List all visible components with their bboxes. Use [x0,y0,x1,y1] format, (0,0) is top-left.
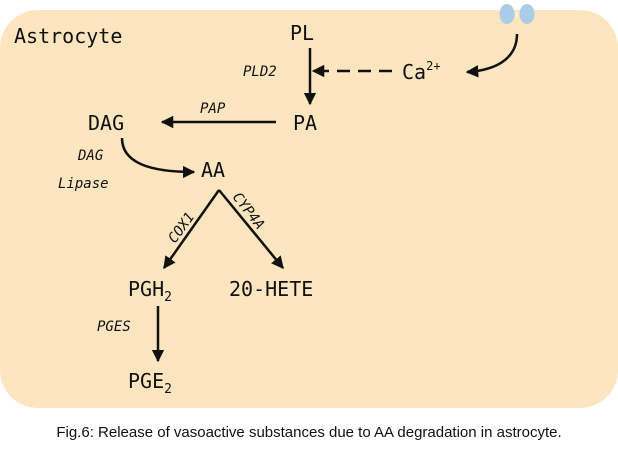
arrow-channel-to-ca [465,33,519,78]
node-dag: DAG [88,111,124,135]
node-pl: PL [290,21,314,45]
figure-caption: Fig.6: Release of vasoactive substances … [56,424,562,441]
ca-base: Ca [402,60,426,84]
enzyme-dag-lipase-line2: Lipase [58,176,109,192]
enzyme-pges: PGES [97,319,131,335]
pgh2-subscript: 2 [164,290,172,305]
enzyme-dag-lipase-line1: DAG [77,148,104,164]
ca-superscript: 2+ [426,59,440,73]
arrow-dag-to-aa [120,137,196,179]
calcium-channel-icon [499,4,535,24]
pgh2-base: PGH [128,277,164,301]
enzyme-pld2: PLD2 [243,64,277,80]
node-pge2: PGE2 [128,369,172,397]
astrocyte-cell [0,10,618,408]
node-pgh2: PGH2 [128,277,172,305]
arrow-aa-to-pgh2 [162,189,221,270]
pge2-subscript: 2 [164,382,172,397]
enzyme-pap: PAP [200,101,226,117]
pge2-base: PGE [128,369,164,393]
astrocyte-label: Astrocyte [14,24,122,48]
node-20-hete: 20-HETE [229,277,313,301]
node-ca: Ca2+ [402,59,441,84]
node-pa: PA [293,111,317,135]
arrow-aa-to-20-hete [218,189,284,269]
node-aa: AA [201,158,225,182]
